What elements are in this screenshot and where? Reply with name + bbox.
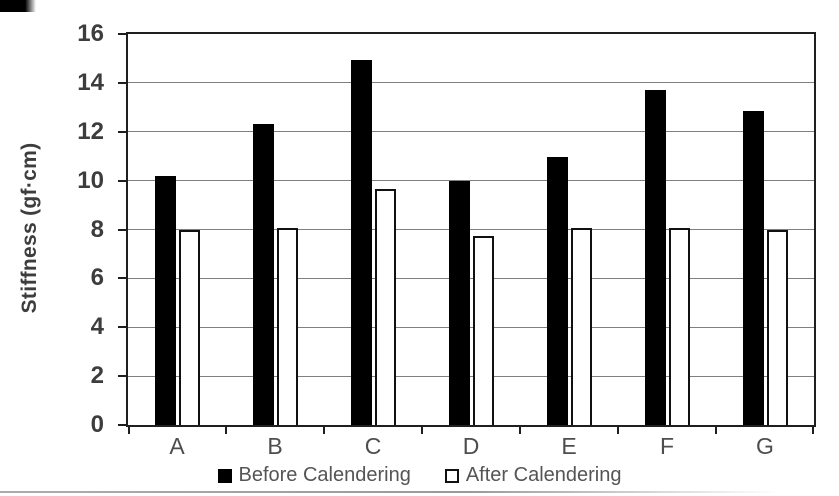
y-tick-label-14: 14 xyxy=(77,68,104,96)
y-tick-label-4: 4 xyxy=(90,313,104,341)
bar-F-before xyxy=(644,90,666,425)
x-tick-7 xyxy=(812,427,814,434)
bar-C-after xyxy=(374,189,396,425)
x-label-A: A xyxy=(169,433,185,459)
bottom-hairline xyxy=(0,491,780,493)
legend-label-after: After Calendering xyxy=(465,464,622,486)
x-tick-3 xyxy=(421,427,423,434)
legend-item-after: After Calendering xyxy=(444,464,622,487)
y-tick-8 xyxy=(118,228,126,231)
gridline-8 xyxy=(128,229,814,230)
y-tick-16 xyxy=(118,33,126,35)
category-slot-E xyxy=(520,34,618,425)
y-tick-10 xyxy=(118,179,126,182)
y-tick-0 xyxy=(118,424,126,426)
bar-D-before xyxy=(448,180,470,425)
x-tick-6 xyxy=(715,427,717,434)
x-label-G: G xyxy=(756,433,774,459)
x-tick-4 xyxy=(519,427,521,434)
gridline-14 xyxy=(128,82,814,84)
y-tick-label-6: 6 xyxy=(90,264,104,292)
y-tick-label-8: 8 xyxy=(90,215,104,243)
legend-filled-square-icon xyxy=(217,468,232,483)
y-tick-12 xyxy=(118,130,126,133)
gridline-12 xyxy=(128,131,814,133)
corner-artifact xyxy=(0,0,36,12)
category-slot-F xyxy=(618,34,716,425)
y-tick-label-10: 10 xyxy=(77,166,104,194)
category-slot-A xyxy=(128,34,226,425)
y-tick-label-16: 16 xyxy=(77,20,104,47)
x-label-F: F xyxy=(659,433,675,459)
gridline-2 xyxy=(128,375,814,377)
bar-G-after xyxy=(766,229,788,425)
x-tick-5 xyxy=(617,427,619,434)
bar-E-before xyxy=(546,157,568,425)
plot-area xyxy=(118,32,816,434)
y-tick-label-12: 12 xyxy=(77,117,104,145)
x-label-E: E xyxy=(561,433,577,459)
gridline-4 xyxy=(128,326,814,328)
x-tick-2 xyxy=(323,427,325,434)
legend-label-before: Before Calendering xyxy=(238,464,411,486)
y-tick-label-2: 2 xyxy=(90,362,104,390)
y-tick-4 xyxy=(118,326,126,329)
x-tick-1 xyxy=(225,427,227,434)
bar-D-after xyxy=(472,235,494,425)
bar-F-after xyxy=(668,228,690,425)
bar-B-after xyxy=(276,228,298,425)
legend-hollow-square-icon xyxy=(444,468,459,483)
category-slot-B xyxy=(226,34,324,425)
category-slot-C xyxy=(324,34,422,425)
bar-G-before xyxy=(742,110,764,425)
x-label-D: D xyxy=(462,433,480,459)
y-tick-2 xyxy=(118,375,126,378)
y-tick-14 xyxy=(118,81,126,84)
legend-item-before: Before Calendering xyxy=(217,464,411,487)
bar-C-before xyxy=(350,59,372,425)
y-tick-6 xyxy=(118,277,126,280)
bar-E-after xyxy=(570,228,592,425)
bar-A-before xyxy=(154,175,176,425)
bar-groups xyxy=(128,34,814,425)
x-axis-category-labels: A B C D E F G xyxy=(128,434,814,458)
x-label-B: B xyxy=(267,433,283,459)
bar-B-before xyxy=(252,124,274,425)
legend: Before Calendering After Calendering xyxy=(0,464,839,487)
gridline-6 xyxy=(128,277,814,279)
category-slot-D xyxy=(422,34,520,425)
y-tick-label-0: 0 xyxy=(90,411,104,438)
x-label-C: C xyxy=(364,433,382,459)
bar-A-after xyxy=(178,229,200,425)
gridline-10 xyxy=(128,180,814,182)
category-slot-G xyxy=(716,34,814,425)
x-tick-0 xyxy=(128,427,130,434)
